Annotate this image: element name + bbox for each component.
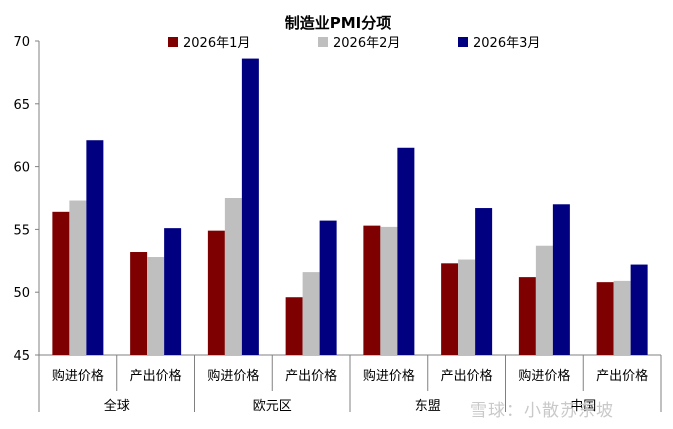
- legend-swatch: [458, 37, 468, 47]
- bar: [552, 204, 570, 355]
- x-category-label: 产出价格: [596, 368, 648, 384]
- bar: [224, 198, 242, 355]
- region-label: 东盟: [415, 399, 441, 414]
- bar: [518, 277, 536, 355]
- bar: [363, 225, 381, 355]
- legend-label: 2026年1月: [183, 36, 250, 51]
- bar: [164, 228, 182, 355]
- x-category-label: 产出价格: [441, 368, 493, 384]
- bar: [441, 263, 459, 355]
- x-category-label: 购进价格: [52, 368, 104, 384]
- legend-swatch: [168, 37, 178, 47]
- bar: [613, 280, 631, 355]
- legend-label: 2026年3月: [473, 36, 540, 51]
- x-category-label: 购进价格: [518, 368, 570, 384]
- bar: [130, 252, 148, 355]
- bar: [458, 259, 476, 355]
- bars: [52, 58, 648, 356]
- x-category-label: 购进价格: [363, 368, 415, 384]
- region-label: 中国: [570, 399, 596, 414]
- bar: [285, 297, 303, 355]
- bar: [475, 208, 493, 355]
- y-tick-label: 70: [13, 35, 30, 50]
- legend-swatch: [318, 37, 328, 47]
- bar: [319, 220, 337, 355]
- bar: [86, 140, 104, 355]
- bar: [535, 245, 553, 355]
- region-label: 欧元区: [253, 399, 292, 414]
- bar: [147, 257, 165, 355]
- x-category-label: 产出价格: [285, 368, 337, 384]
- watermark: 雪球：小散苏东坡: [470, 401, 614, 421]
- y-tick-label: 55: [13, 223, 30, 238]
- bar: [596, 282, 614, 355]
- y-tick-label: 45: [13, 349, 30, 364]
- x-category-label: 产出价格: [130, 368, 182, 384]
- bar: [630, 264, 648, 355]
- legend: 2026年1月 2026年2月 2026年3月: [168, 36, 540, 51]
- bar: [207, 230, 225, 355]
- chart-title: 制造业PMI分项: [285, 14, 392, 32]
- y-tick-label: 50: [13, 286, 30, 301]
- bar: [397, 147, 415, 355]
- y-tick-label: 65: [13, 98, 30, 113]
- bar: [302, 272, 320, 355]
- region-label: 全球: [104, 398, 130, 414]
- bar: [69, 200, 87, 355]
- bar: [380, 226, 398, 355]
- x-category-label: 购进价格: [207, 368, 259, 384]
- legend-label: 2026年2月: [333, 36, 400, 51]
- y-tick-label: 60: [13, 161, 30, 176]
- bar: [52, 211, 70, 355]
- bar: [241, 58, 259, 356]
